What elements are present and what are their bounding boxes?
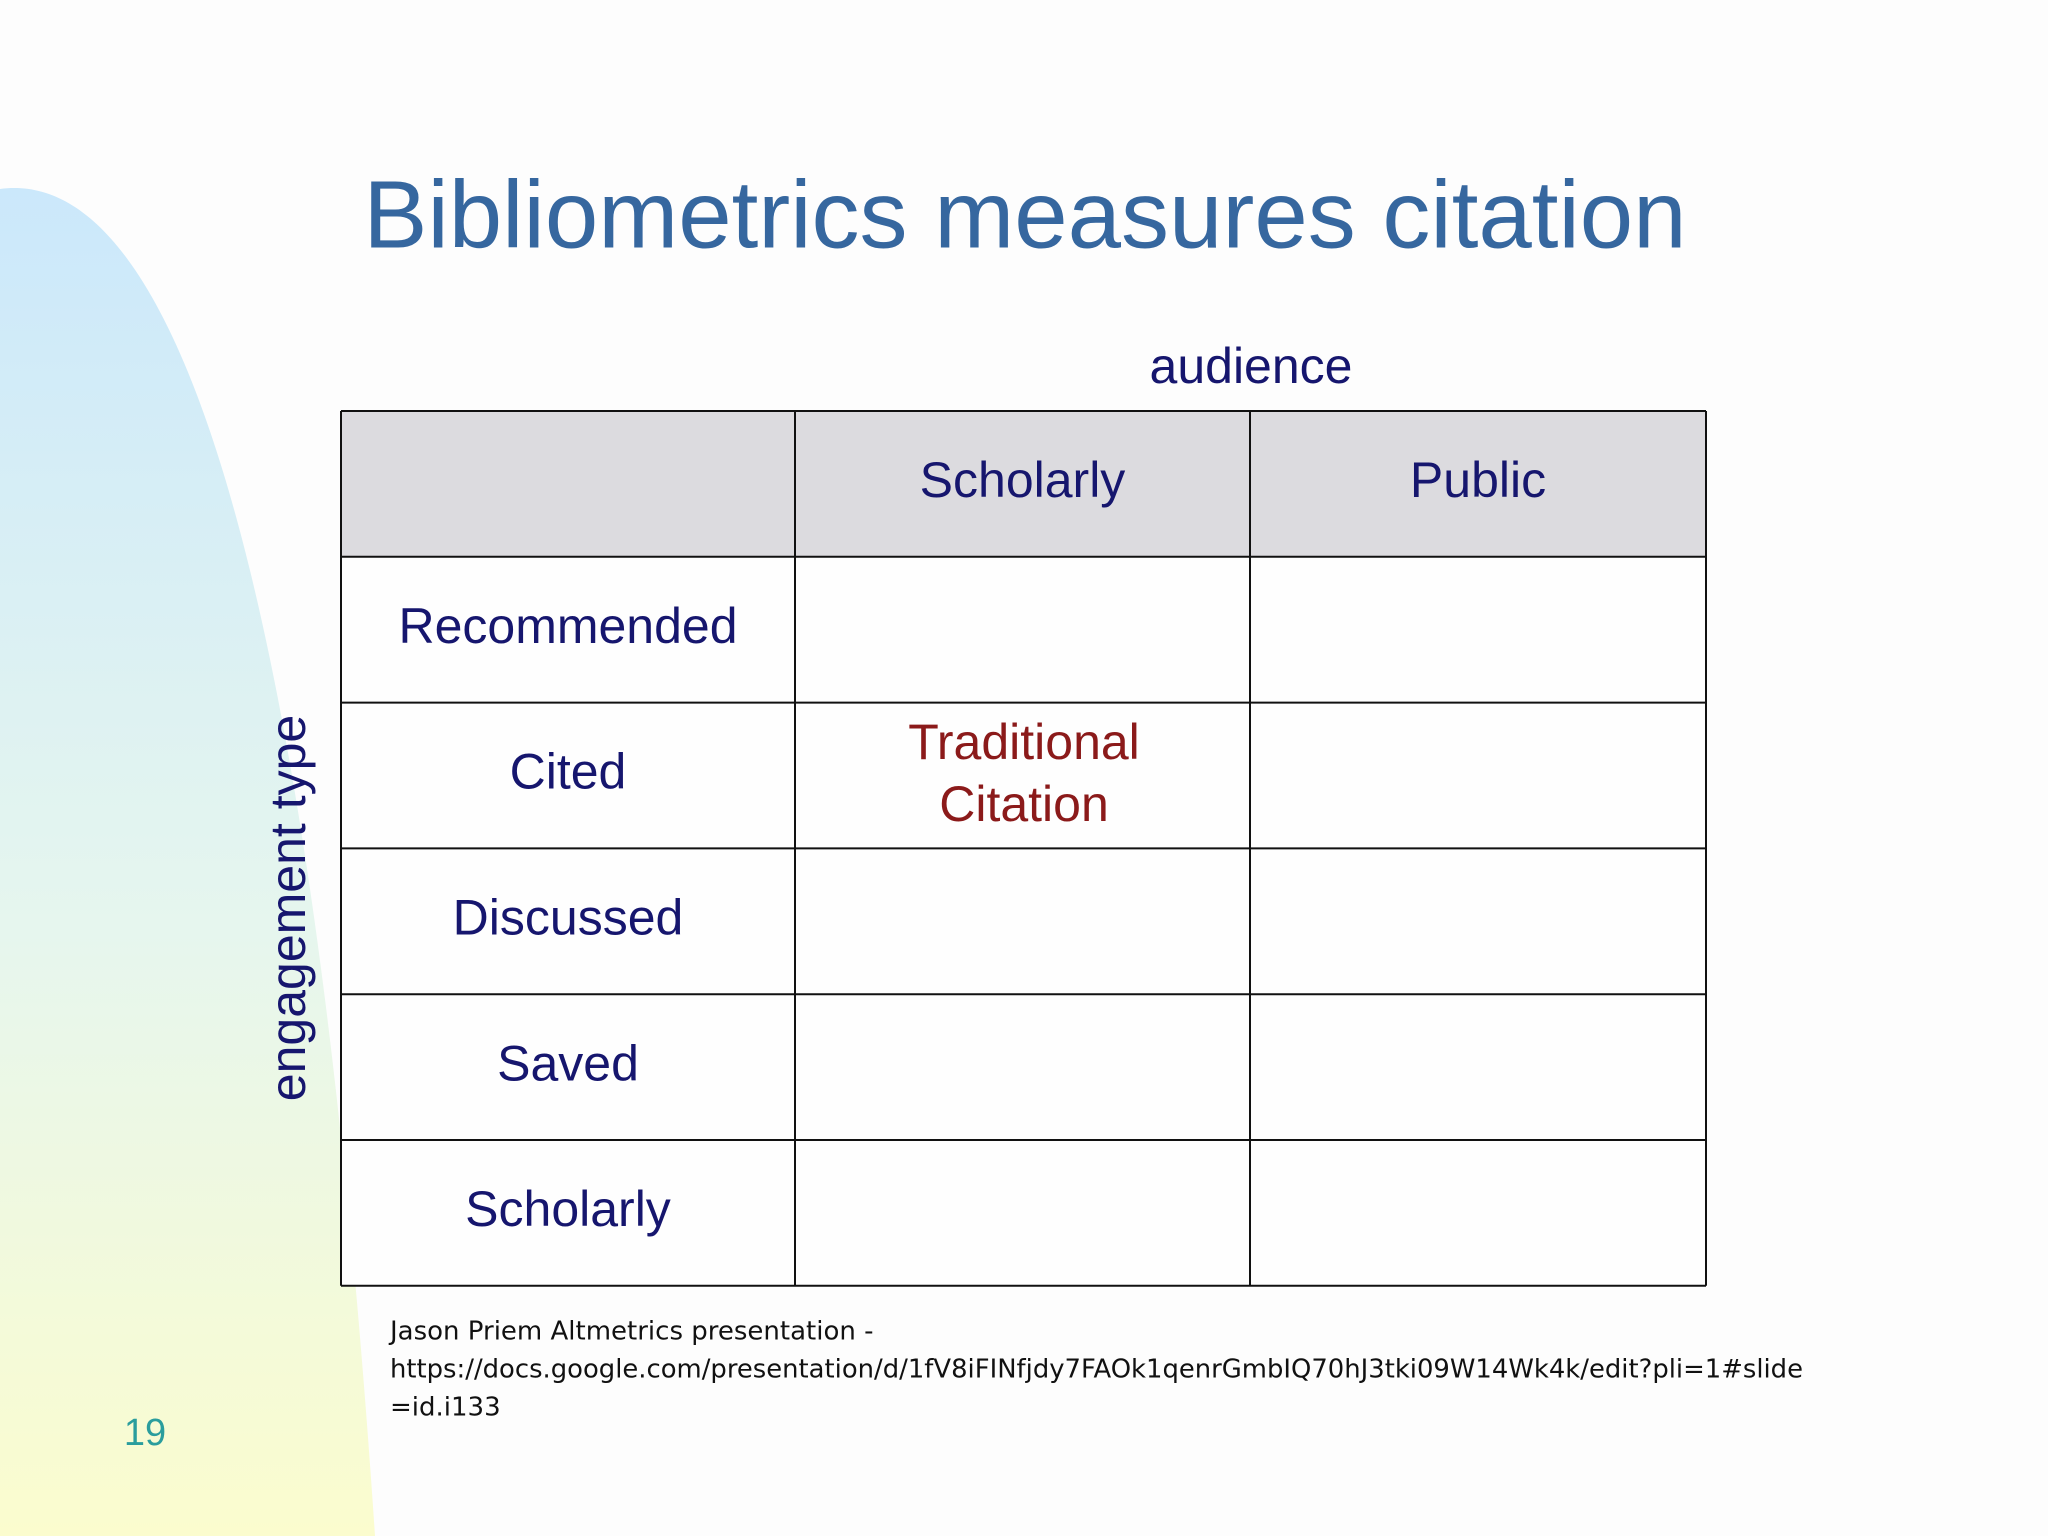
row-header: Cited <box>510 744 627 800</box>
body-bg <box>341 557 1706 1286</box>
footnote-line: https://docs.google.com/presentation/d/1… <box>390 1355 1803 1385</box>
column-axis-label: audience <box>1150 338 1353 394</box>
slide-title: Bibliometrics measures citation <box>363 161 1686 268</box>
footnote-line: =id.i133 <box>390 1393 501 1423</box>
row-header: Discussed <box>453 890 684 946</box>
footnote-line: Jason Priem Altmetrics presentation - <box>388 1317 873 1347</box>
page-number: 19 <box>124 1412 166 1454</box>
cell-text: Traditional <box>908 714 1140 770</box>
row-header: Recommended <box>398 598 737 654</box>
header-row-bg <box>341 411 1706 557</box>
background-swoosh <box>0 188 375 1536</box>
column-header: Public <box>1410 452 1546 508</box>
row-header: Saved <box>497 1035 639 1091</box>
row-header: Scholarly <box>465 1181 671 1237</box>
row-axis-label: engagement type <box>260 715 316 1101</box>
cell-text: Citation <box>939 776 1109 832</box>
table: Scholarly Public Recommended Cited Discussed… <box>340 410 1707 1287</box>
column-header: Scholarly <box>920 452 1126 508</box>
